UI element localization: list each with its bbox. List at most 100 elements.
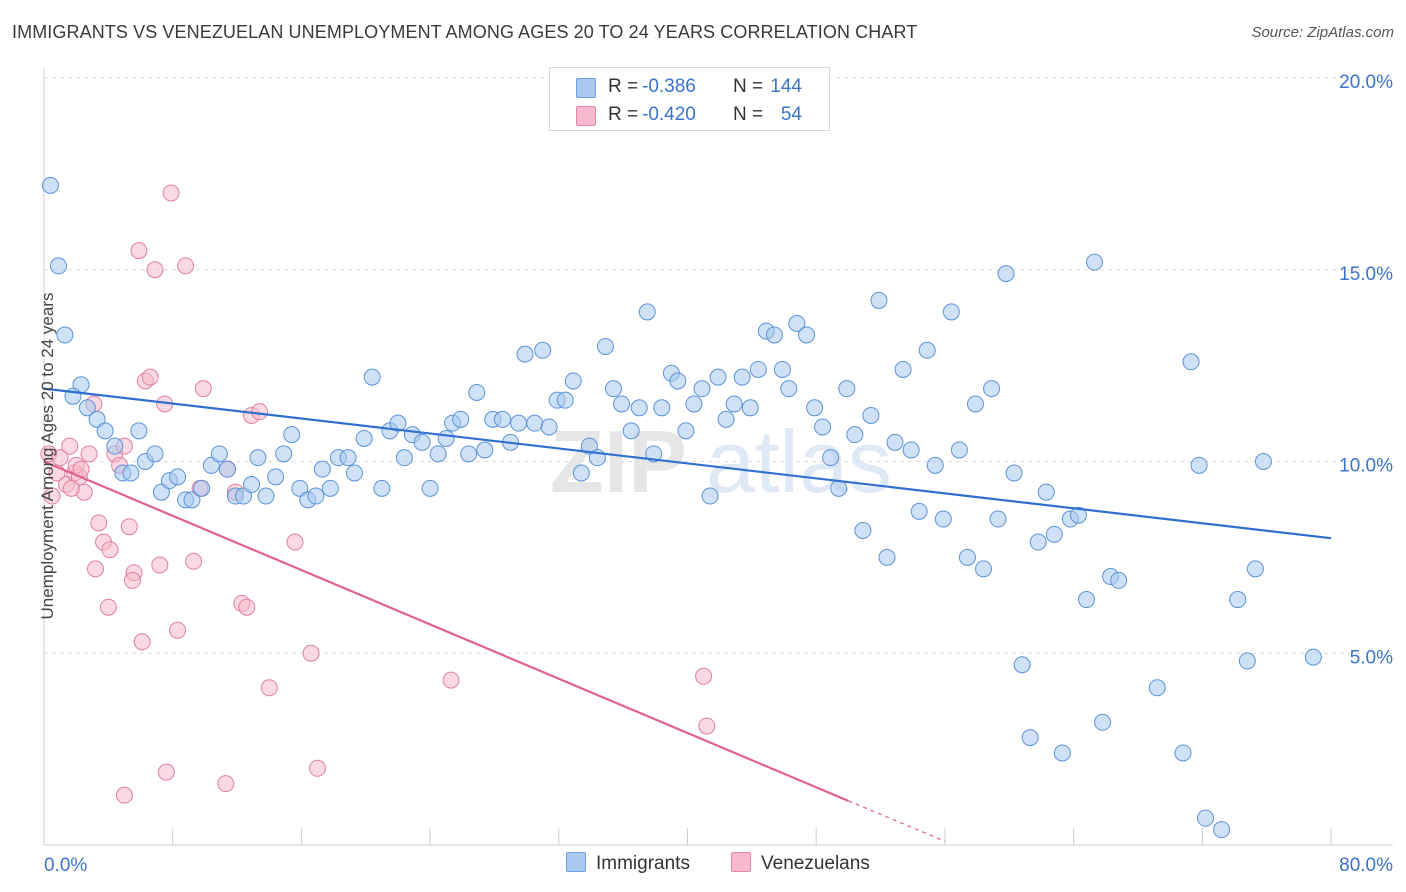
x-tick-label: 80.0% xyxy=(1339,855,1393,876)
immigrants-point xyxy=(693,380,711,398)
venezuelans-point xyxy=(162,184,180,202)
immigrants-points xyxy=(41,176,1322,839)
legend-r-label: R = xyxy=(608,76,639,97)
immigrants-point xyxy=(989,510,1007,528)
venezuelans-point xyxy=(43,487,61,505)
immigrants-point xyxy=(152,483,170,501)
y-tick-label: 20.0% xyxy=(1339,72,1393,93)
immigrants-point xyxy=(540,418,558,436)
immigrants-point xyxy=(806,399,824,417)
immigrants-point xyxy=(854,522,872,540)
bottom-legend-swatch-immigrants xyxy=(566,852,586,872)
immigrants-point xyxy=(1213,821,1231,839)
legend-n-label: N = xyxy=(733,104,764,125)
immigrants-point xyxy=(1069,506,1087,524)
venezuelans-point xyxy=(157,763,175,781)
immigrants-point xyxy=(389,414,407,432)
immigrants-point xyxy=(169,468,187,486)
immigrants-point xyxy=(798,326,816,344)
immigrants-point xyxy=(275,445,293,463)
immigrants-point xyxy=(106,437,124,455)
immigrants-point xyxy=(983,380,1001,398)
venezuelans-point xyxy=(62,479,80,497)
venezuelans-trend-extension xyxy=(848,800,946,842)
immigrants-point xyxy=(130,422,148,440)
immigrants-point xyxy=(613,395,631,413)
immigrants-point xyxy=(701,487,719,505)
immigrants-point xyxy=(88,410,106,428)
venezuelans-point xyxy=(123,571,141,589)
immigrants-point xyxy=(234,487,252,505)
venezuelans-point xyxy=(141,368,159,386)
venezuelans-point xyxy=(146,261,164,279)
immigrants-point xyxy=(339,449,357,467)
immigrants-point xyxy=(1229,591,1247,609)
immigrants-point xyxy=(249,449,267,467)
immigrants-point xyxy=(1037,483,1055,501)
immigrants-point xyxy=(257,487,275,505)
immigrants-point xyxy=(958,548,976,566)
immigrants-point xyxy=(373,479,391,497)
chart-source: Source: ZipAtlas.com xyxy=(1251,24,1394,41)
immigrants-point xyxy=(788,314,806,332)
immigrants-point xyxy=(773,360,791,378)
y-axis-label: Unemployment Among Ages 20 to 24 years xyxy=(38,292,57,620)
immigrants-point xyxy=(677,422,695,440)
immigrants-point xyxy=(1148,679,1166,697)
y-tick-label: 15.0% xyxy=(1339,264,1393,285)
venezuelans-point xyxy=(238,598,256,616)
immigrants-point xyxy=(1086,253,1104,271)
immigrants-point xyxy=(1029,533,1047,551)
immigrants-point xyxy=(267,468,285,486)
venezuelans-point xyxy=(698,717,716,735)
immigrants-point xyxy=(1238,652,1256,670)
legend-n-value: 54 xyxy=(780,104,802,125)
venezuelans-point xyxy=(695,667,713,685)
immigrants-point xyxy=(476,441,494,459)
legend-r-value: -0.420 xyxy=(642,104,696,125)
venezuelans-point xyxy=(80,445,98,463)
legend-r-value: -0.386 xyxy=(642,76,696,97)
bottom-legend-label-immigrants: Immigrants xyxy=(596,853,690,874)
venezuelans-trend-line xyxy=(43,460,849,802)
bottom-legend-immigrants: Immigrants xyxy=(566,852,690,875)
venezuelans-point xyxy=(61,437,79,455)
immigrants-point xyxy=(243,476,261,494)
venezuelans-point xyxy=(151,556,169,574)
x-tick-label: 0.0% xyxy=(44,855,87,876)
immigrants-point xyxy=(950,441,968,459)
venezuelans-point xyxy=(51,449,69,467)
immigrants-point xyxy=(822,449,840,467)
immigrants-point xyxy=(1013,656,1031,674)
venezuelans-point xyxy=(86,560,104,578)
legend-row-venezuelans: R = -0.420 N = 54 xyxy=(550,101,829,129)
immigrants-point xyxy=(717,410,735,428)
immigrants-point xyxy=(975,560,993,578)
immigrants-point xyxy=(910,502,928,520)
immigrants-point xyxy=(862,406,880,424)
watermark-atlas: atlas xyxy=(706,412,892,511)
immigrants-point xyxy=(1094,713,1112,731)
y-tick-labels: 5.0% 10.0% 15.0% 20.0% xyxy=(1339,72,1393,668)
immigrants-point xyxy=(468,383,486,401)
immigrants-trend-line xyxy=(43,387,1332,540)
venezuelans-point xyxy=(101,541,119,559)
immigrants-point xyxy=(846,426,864,444)
immigrants-point xyxy=(291,479,309,497)
bottom-legend-swatch-venezuelans xyxy=(731,852,751,872)
venezuelans-point xyxy=(169,621,187,639)
immigrants-point xyxy=(630,399,648,417)
immigrants-point xyxy=(645,445,663,463)
immigrants-point xyxy=(421,479,439,497)
immigrants-point xyxy=(345,464,363,482)
immigrants-point xyxy=(653,399,671,417)
venezuelans-point xyxy=(99,598,117,616)
venezuelans-point xyxy=(185,552,203,570)
venezuelans-point xyxy=(194,380,212,398)
immigrants-point xyxy=(638,303,656,321)
immigrants-point xyxy=(814,418,832,436)
immigrants-point xyxy=(596,337,614,355)
immigrants-point xyxy=(210,445,228,463)
immigrants-point xyxy=(526,414,544,432)
venezuelans-point xyxy=(217,775,235,793)
